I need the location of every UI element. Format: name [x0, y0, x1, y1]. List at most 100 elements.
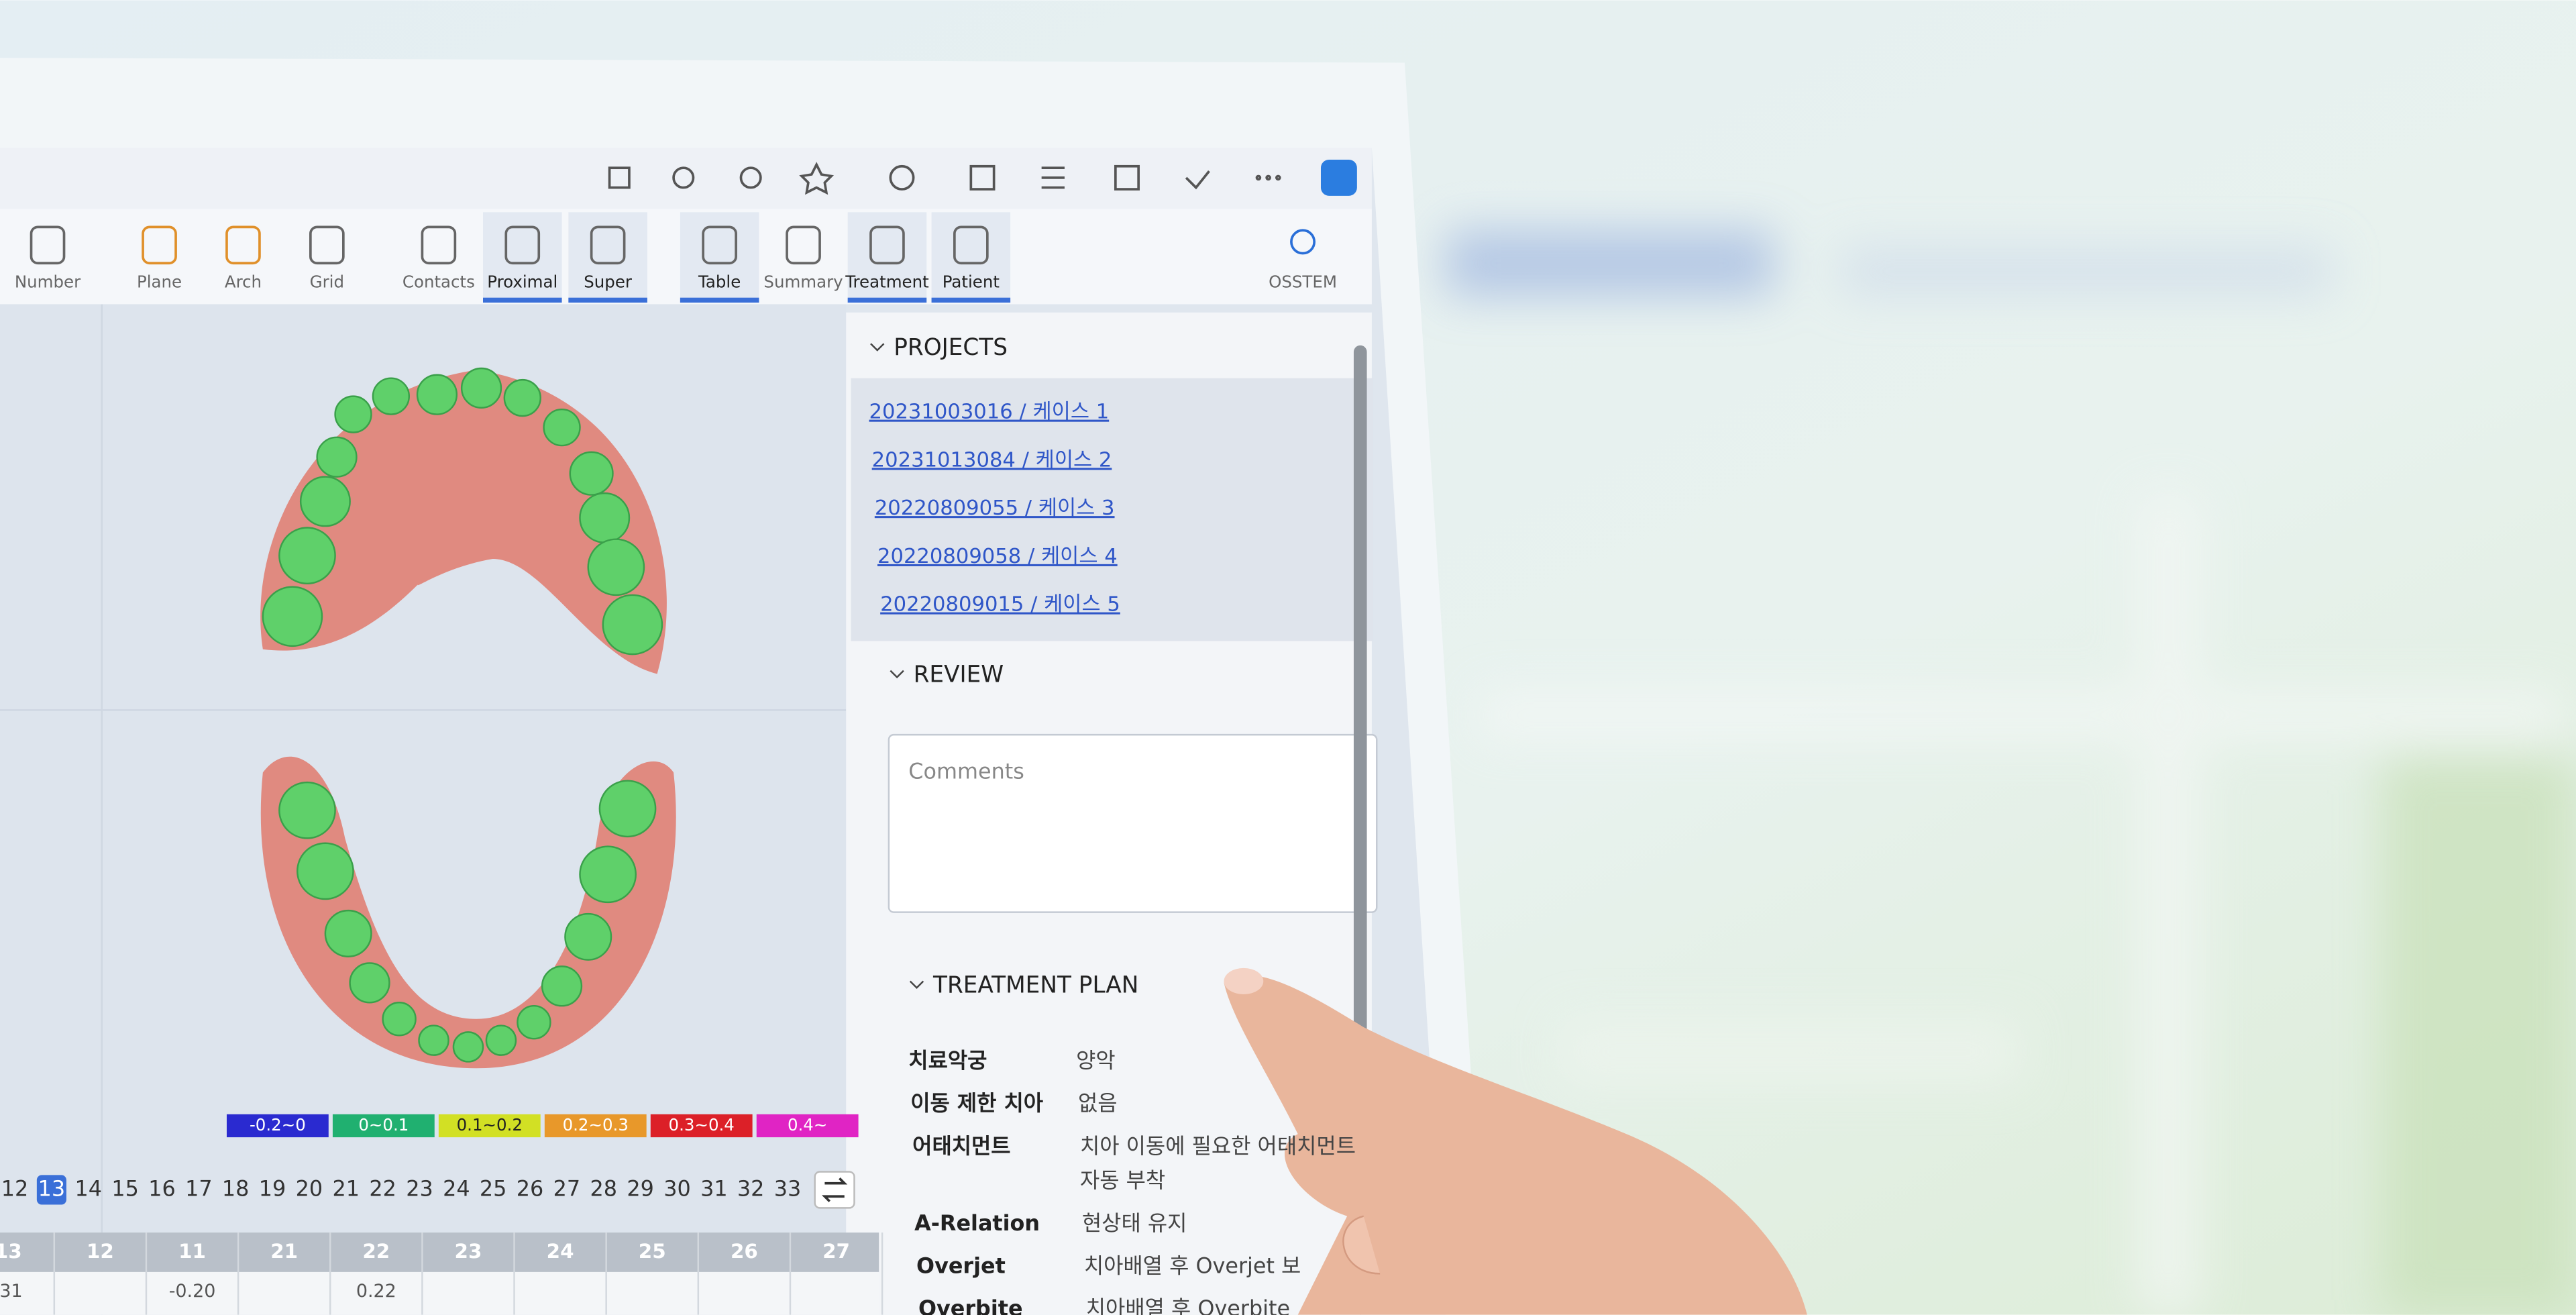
section-title[interactable]: REVIEW — [914, 661, 1004, 688]
table-cell: -0.20 — [169, 1281, 216, 1302]
step[interactable]: 28 — [590, 1175, 617, 1201]
step[interactable]: 23 — [406, 1175, 433, 1201]
step[interactable]: 33 — [774, 1175, 802, 1201]
step[interactable]: 16 — [148, 1175, 176, 1201]
button-icon[interactable] — [953, 225, 989, 265]
plan-value: 치아배열 후 Overbite — [1086, 1296, 1290, 1315]
step[interactable]: 31 — [700, 1175, 728, 1201]
table-cell: 0.22 — [356, 1281, 396, 1302]
hand — [1224, 967, 1807, 1315]
button-icon[interactable] — [421, 225, 457, 265]
button-label[interactable]: Summary — [763, 272, 843, 292]
plan-label: 치료악궁 — [908, 1047, 987, 1073]
button-label[interactable]: Grid — [310, 272, 344, 292]
step[interactable]: 12 — [1, 1175, 29, 1201]
step[interactable]: 29 — [627, 1175, 654, 1201]
button-underline — [680, 297, 759, 303]
step[interactable]: 20 — [296, 1175, 323, 1201]
step[interactable]: 22 — [369, 1175, 396, 1201]
comments-box[interactable] — [888, 733, 1378, 913]
legend-label: -0.2~0 — [250, 1115, 306, 1135]
plan-label: Overjet — [916, 1253, 1006, 1279]
chevron[interactable] — [870, 343, 885, 352]
button-label[interactable]: Proximal — [487, 272, 557, 292]
step[interactable]: 24 — [443, 1175, 470, 1201]
table-header: 25 — [639, 1240, 666, 1263]
button-label[interactable]: Patient — [943, 272, 1000, 292]
button-icon[interactable] — [504, 225, 541, 265]
table-header: 12 — [87, 1240, 114, 1263]
button-icon[interactable] — [142, 225, 177, 265]
step[interactable]: 26 — [517, 1175, 544, 1201]
plan-value: 치아배열 후 Overjet 보 — [1084, 1253, 1301, 1279]
table-header: 26 — [731, 1240, 758, 1263]
table-row — [0, 1271, 879, 1315]
button-icon[interactable] — [309, 225, 345, 265]
button-underline — [568, 297, 647, 303]
table-cell: .31 — [0, 1281, 23, 1302]
button-label[interactable]: Treatment — [845, 272, 929, 292]
comments-placeholder: Comments — [908, 758, 1024, 784]
plan-value: 치아 이동에 필요한 어태치먼트 — [1080, 1133, 1356, 1159]
table-header: 22 — [362, 1240, 390, 1263]
legend-label: 0~0.1 — [358, 1115, 409, 1135]
step-active[interactable] — [36, 1175, 66, 1205]
upper-arch — [260, 367, 667, 674]
table-header: 13 — [0, 1240, 22, 1263]
copilot-icon[interactable] — [1320, 159, 1357, 196]
legend-swatch — [756, 1114, 859, 1138]
step[interactable]: 30 — [663, 1175, 691, 1201]
button-label[interactable]: Number — [15, 272, 81, 292]
legend-label: 0.3~0.4 — [669, 1115, 735, 1135]
legend-swatch — [544, 1114, 647, 1138]
button-icon[interactable] — [30, 225, 66, 265]
chevron[interactable] — [890, 670, 904, 679]
step[interactable]: 32 — [737, 1175, 765, 1201]
step[interactable]: 15 — [111, 1175, 139, 1201]
plan-label: 어태치먼트 — [912, 1133, 1010, 1159]
legend-swatch — [650, 1114, 753, 1138]
legend-label: 0.4~ — [788, 1115, 827, 1135]
step[interactable]: 25 — [480, 1175, 507, 1201]
section-title[interactable]: TREATMENT PLAN — [932, 971, 1138, 998]
button-label[interactable]: Table — [698, 272, 741, 292]
step[interactable]: 21 — [332, 1175, 360, 1201]
project-link[interactable]: 20231013084 / 케이스 2 — [872, 448, 1112, 472]
button-underline — [847, 297, 927, 303]
project-link[interactable]: 20220809058 / 케이스 4 — [877, 545, 1118, 568]
section-title[interactable]: PROJECTS — [894, 334, 1008, 361]
button-icon[interactable] — [225, 225, 261, 265]
button-label[interactable]: Plane — [137, 272, 182, 292]
step[interactable]: 18 — [222, 1175, 250, 1201]
table-header: 27 — [822, 1240, 850, 1263]
step[interactable]: 17 — [185, 1175, 213, 1201]
button-label[interactable]: Contacts — [402, 272, 475, 292]
project-link[interactable]: 20231003016 / 케이스 1 — [869, 401, 1110, 424]
button-icon[interactable] — [702, 225, 737, 265]
user-label[interactable]: OSSTEM — [1269, 272, 1337, 292]
button-icon[interactable] — [786, 225, 821, 265]
chevron[interactable] — [909, 980, 924, 989]
legend-swatch — [226, 1114, 329, 1138]
step[interactable]: 14 — [74, 1175, 102, 1201]
button-label[interactable]: Super — [584, 272, 633, 292]
button-underline — [931, 297, 1011, 303]
swap-button[interactable] — [814, 1171, 855, 1209]
step[interactable]: 19 — [259, 1175, 286, 1201]
step[interactable]: 27 — [553, 1175, 581, 1201]
table-header: 23 — [455, 1240, 482, 1263]
table-header: 11 — [178, 1240, 206, 1263]
project-link[interactable]: 20220809015 / 케이스 5 — [880, 593, 1120, 617]
step[interactable]: 13 — [38, 1175, 66, 1201]
legend-swatch — [438, 1114, 541, 1138]
button-icon[interactable] — [869, 225, 905, 265]
browser-icons — [608, 162, 1281, 195]
user-icon[interactable] — [1290, 229, 1316, 255]
table-header: 24 — [547, 1240, 574, 1263]
project-link[interactable]: 20220809055 / 케이스 3 — [875, 496, 1115, 520]
browser-bar — [0, 148, 1372, 209]
button-label[interactable]: Arch — [225, 272, 262, 292]
plan-value: 현상태 유지 — [1082, 1210, 1187, 1236]
button-icon[interactable] — [590, 225, 626, 265]
